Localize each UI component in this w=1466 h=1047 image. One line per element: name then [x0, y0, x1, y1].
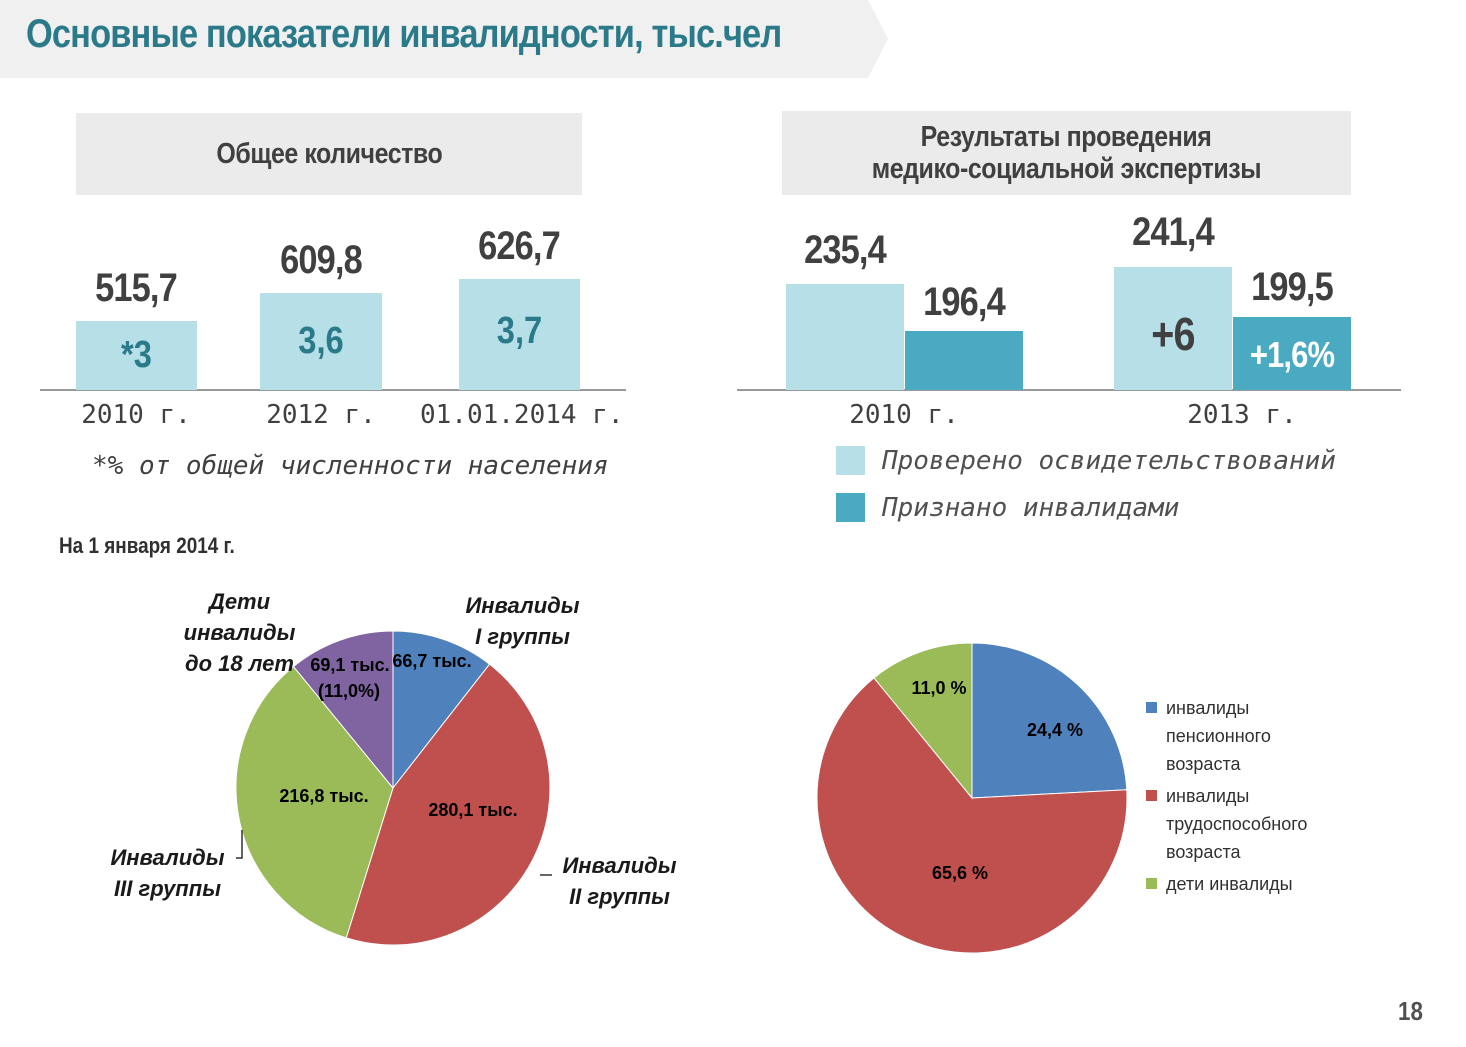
legend-label-recognized: Признано инвалидами [882, 493, 1180, 523]
pie-slice-1 [971, 642, 1128, 799]
groups-pie-slices [235, 630, 551, 946]
pie-slice-2 [345, 663, 551, 946]
title-banner [0, 0, 888, 78]
value-label-2010: 515,7 [95, 266, 178, 310]
ext-label-g1: Инвалиды I группы [455, 590, 590, 652]
ext-label-kids: Дети инвалиды до 18 лет [172, 586, 307, 679]
value-checked-2013: 241,4 [1132, 210, 1215, 254]
bar-checked-2010 [786, 284, 904, 390]
legend-pension-line3: возраста [1166, 754, 1241, 774]
ext-label-kids-line3: до 18 лет [185, 651, 294, 676]
category-2014: 01.01.2014 г. [420, 400, 624, 430]
value-recognized-2010: 196,4 [923, 280, 1006, 324]
mse-header-line1: Результаты проведения [921, 121, 1212, 153]
legend-working-line1: инвалиды [1166, 786, 1250, 806]
ext-label-g3: Инвалиды III группы [100, 842, 235, 904]
ext-label-g1-line1: Инвалиды [465, 593, 580, 618]
slice-label-pension: 24,4 % [1027, 720, 1083, 740]
bar-checked-2013 [1114, 267, 1232, 390]
age-pie-slices [816, 642, 1128, 954]
pie-slice-1 [392, 630, 491, 790]
page-number: 18 [1398, 996, 1423, 1026]
legend-item-children: дети инвалиды [1146, 870, 1366, 898]
bar-2010 [76, 321, 197, 390]
page-title: Основные показатели инвалидности, тыс.че… [26, 12, 782, 56]
ext-label-g2-line1: Инвалиды [562, 853, 677, 878]
category-2010: 2010 г. [81, 400, 191, 430]
share-label-2010: *3 [121, 334, 152, 376]
slice-label-kids-pct: (11,0%) [318, 681, 380, 701]
diff-percent: +1,6% [1249, 334, 1335, 375]
legend-working-line3: возраста [1166, 842, 1241, 862]
footnote: *% от общей численности населения [92, 451, 609, 481]
pie-section-title: На 1 января 2014 г. [59, 533, 235, 558]
ext-label-g2: Инвалиды II группы [552, 850, 687, 912]
age-pie-legend: инвалиды пенсионного возраста инвалиды т… [1146, 694, 1366, 898]
right-axis-line [737, 389, 1401, 391]
legend-children-line1: дети инвалиды [1166, 874, 1293, 894]
bar-recognized-2010 [905, 331, 1023, 390]
pie-slice-4 [292, 630, 394, 790]
legend-swatch-pension [1146, 702, 1157, 713]
share-label-2014: 3,7 [496, 310, 543, 352]
mse-results-header: Результаты проведения медико-социальной … [782, 111, 1351, 195]
legend-pension-line1: инвалиды [1166, 698, 1250, 718]
category-mse-2010: 2010 г. [849, 400, 959, 430]
legend-pension-line2: пенсионного [1166, 726, 1271, 746]
slice-label-g1: 66,7 тыс. [392, 651, 471, 671]
slice-label-working: 65,6 % [932, 863, 988, 883]
legend-swatch-recognized [836, 493, 865, 522]
mse-header-line2: медико-социальной экспертизы [871, 153, 1262, 185]
diff-absolute: +6 [1151, 308, 1195, 360]
left-axis-line [40, 389, 626, 391]
bar-2014 [459, 279, 580, 390]
value-recognized-2013: 199,5 [1251, 265, 1334, 309]
legend-working-line2: трудоспособного [1166, 814, 1308, 834]
pie-leader-lines [236, 830, 552, 876]
pie-slice-3 [235, 665, 394, 939]
bar-2012 [260, 293, 382, 390]
ext-label-g3-line2: III группы [114, 876, 221, 901]
legend-swatch-children [1146, 878, 1157, 889]
groups-pie: 66,7 тыс. 280,1 тыс. 216,8 тыс. 69,1 тыс… [235, 630, 551, 946]
bar-recognized-2013 [1233, 317, 1351, 390]
legend-item-pension: инвалиды пенсионного возраста [1146, 694, 1366, 778]
category-mse-2013: 2013 г. [1187, 400, 1297, 430]
ext-label-g1-line2: I группы [475, 624, 570, 649]
value-checked-2010: 235,4 [804, 228, 887, 272]
total-count-header: Общее количество [76, 113, 582, 195]
total-count-header-text: Общее количество [216, 138, 442, 170]
ext-label-kids-line1: Дети [208, 589, 271, 614]
ext-label-kids-line2: инвалиды [183, 620, 296, 645]
category-2012: 2012 г. [266, 400, 376, 430]
slice-label-g2: 280,1 тыс. [428, 800, 517, 820]
share-label-2012: 3,6 [298, 320, 344, 362]
pie-slice-3 [873, 642, 973, 800]
ext-label-g3-line1: Инвалиды [110, 845, 225, 870]
legend-swatch-working [1146, 790, 1157, 801]
legend-label-checked: Проверено освидетельствований [882, 446, 1336, 476]
legend-swatch-checked [836, 446, 865, 475]
legend-item-working: инвалиды трудоспособного возраста [1146, 782, 1366, 866]
ext-label-g2-line2: II группы [569, 884, 670, 909]
slice-label-g3: 216,8 тыс. [279, 786, 368, 806]
age-pie: 24,4 % 65,6 % 11,0 % [816, 642, 1128, 954]
pie-slice-2 [816, 677, 1128, 954]
slice-label-kids: 69,1 тыс. [310, 655, 389, 675]
value-label-2014: 626,7 [478, 224, 561, 268]
slice-label-children: 11,0 % [911, 678, 966, 698]
value-label-2012: 609,8 [280, 238, 363, 282]
